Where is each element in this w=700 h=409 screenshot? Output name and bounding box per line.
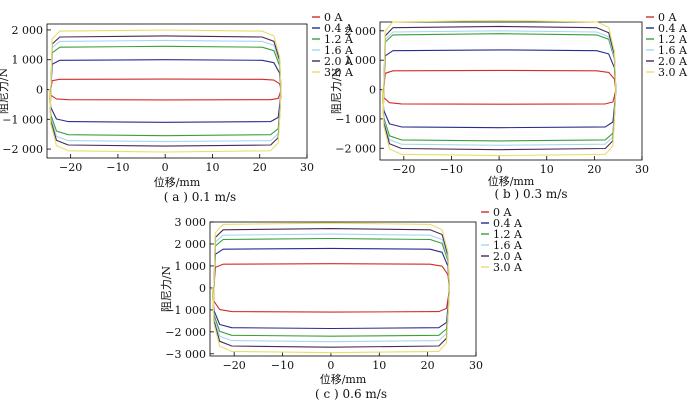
y-tick-label: 1 000 (175, 260, 207, 273)
y-axis-label: 阻尼力/N (330, 67, 343, 114)
legend-label: 1.6 A (493, 239, 523, 252)
y-tick-label: 2 000 (12, 24, 44, 37)
x-tick-label: −20 (59, 161, 82, 174)
x-tick-label: 20 (253, 161, 267, 174)
legend-label: 1.2 A (658, 33, 688, 46)
x-axis-label: 位移/mm (154, 175, 201, 189)
y-tick-label: −2 000 (335, 142, 376, 155)
legend-label: 1.6 A (658, 44, 688, 57)
legend-label: 0.4 A (493, 217, 523, 230)
x-tick-label: −10 (271, 359, 294, 372)
series-line (48, 35, 282, 147)
plot-frame (209, 221, 477, 357)
legend-label: 0 A (324, 11, 343, 24)
series-line (211, 247, 450, 330)
x-tick-label: 10 (205, 161, 219, 174)
y-tick-label: −2 000 (165, 326, 206, 339)
y-tick-label: −3 000 (165, 348, 206, 361)
plot-frame (379, 21, 643, 161)
legend-label: 0 A (493, 206, 512, 219)
x-tick-label: −10 (106, 161, 129, 174)
legend-label: 3.0 A (324, 66, 354, 79)
x-tick-label: 0 (327, 359, 334, 372)
chart-caption: ( c ) 0.6 m/s (315, 387, 387, 401)
y-tick-label: 0 (199, 282, 206, 295)
chart-caption: ( b ) 0.3 m/s (495, 187, 568, 201)
legend-label: 3.0 A (658, 66, 688, 79)
legend-label: 0.4 A (658, 22, 688, 35)
chart-2: −20 −10 0 10 20 30 2 000 1 000 0 −1 000 −2 000 位移/m… (330, 11, 688, 201)
x-axis-label: 位移/mm (320, 372, 367, 386)
series-line (211, 237, 450, 337)
y-tick-label: 2 000 (175, 238, 207, 251)
legend-label: 1.2 A (324, 33, 354, 46)
x-tick-label: 30 (469, 359, 483, 372)
y-tick-label: 3 000 (175, 216, 207, 229)
legend-label: 1.6 A (324, 44, 354, 57)
legend-label: 2.0 A (493, 250, 523, 263)
y-tick-label: −1 000 (2, 113, 43, 126)
series-line (381, 69, 617, 105)
series-line (211, 263, 450, 313)
series-line (211, 222, 450, 354)
y-tick-label: 0 (369, 84, 376, 97)
x-tick-label: 10 (372, 359, 386, 372)
y-axis-label: 阻尼力/N (160, 265, 173, 312)
y-tick-label: −1 000 (335, 113, 376, 126)
x-axis-label: 位移/mm (488, 174, 535, 188)
x-tick-label: 0 (496, 163, 503, 176)
chart-caption: ( a ) 0.1 m/s (164, 190, 236, 204)
y-tick-label: 1 000 (345, 54, 377, 67)
x-tick-label: 20 (587, 163, 601, 176)
series-line (381, 49, 617, 129)
series-line (381, 25, 617, 151)
series-line (48, 29, 282, 153)
series-line (48, 78, 282, 101)
legend-label: 1.2 A (493, 228, 523, 241)
legend-label: 0.4 A (324, 22, 354, 35)
y-axis-label: 阻尼力/N (0, 67, 10, 114)
legend-label: 2.0 A (658, 55, 688, 68)
series-line (381, 19, 617, 157)
chart-3: −20 −10 0 10 20 30 3 000 2 000 1 000 0 −1 000 −2 00… (160, 206, 523, 401)
x-tick-label: 20 (421, 359, 435, 372)
chart-1: −20 −10 0 10 20 30 2 000 1 000 0 −1 000 −2 000 位移/m… (0, 11, 354, 204)
series-line (48, 59, 282, 123)
x-tick-label: 0 (162, 161, 169, 174)
x-tick-label: 30 (300, 161, 314, 174)
legend-label: 0 A (658, 11, 677, 24)
y-tick-label: 0 (36, 84, 43, 97)
y-tick-label: 1 000 (12, 54, 44, 67)
series-line (211, 233, 450, 343)
x-tick-label: 10 (540, 163, 554, 176)
x-tick-label: −10 (440, 163, 463, 176)
plot-frame (46, 23, 308, 159)
legend-label: 3.0 A (493, 261, 523, 274)
y-tick-label: −2 000 (2, 143, 43, 156)
x-tick-label: −20 (223, 359, 246, 372)
series-line (211, 228, 450, 348)
series-line (48, 39, 282, 143)
x-tick-label: −20 (392, 163, 415, 176)
legend-label: 2.0 A (324, 55, 354, 68)
x-tick-label: 30 (635, 163, 649, 176)
y-tick-label: −1 000 (165, 304, 206, 317)
y-tick-label: 2 000 (345, 25, 377, 38)
